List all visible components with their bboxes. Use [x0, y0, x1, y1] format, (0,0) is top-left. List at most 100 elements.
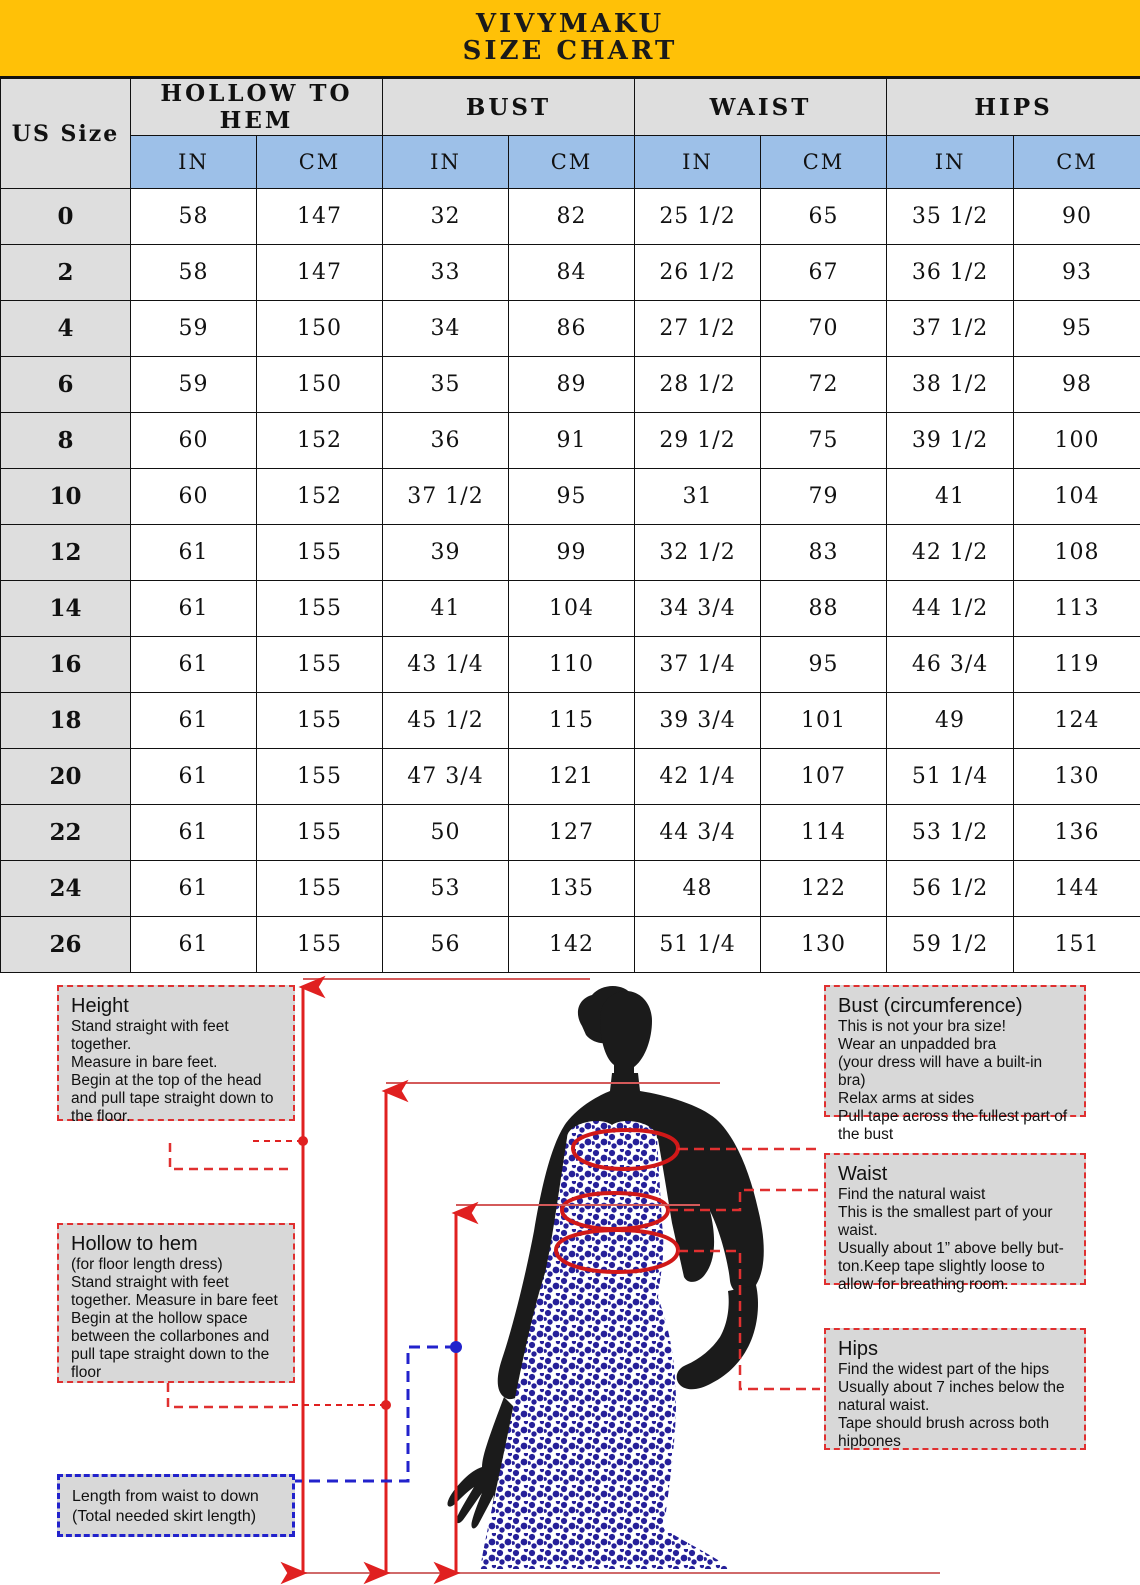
cell-measurement-5: 70	[761, 301, 887, 357]
note-body-waist: Find the natural waist This is the small…	[838, 1186, 1074, 1294]
cell-us-size: 26	[1, 917, 131, 973]
cell-measurement-0: 61	[131, 749, 257, 805]
cell-us-size: 20	[1, 749, 131, 805]
cell-measurement-2: 37 1/2	[383, 469, 509, 525]
cell-measurement-6: 42 1/2	[887, 525, 1014, 581]
note-box-hips: Hips Find the widest part of the hips Us…	[824, 1328, 1086, 1450]
cell-measurement-6: 53 1/2	[887, 805, 1014, 861]
header-unit-hollow-cm: CM	[257, 136, 383, 189]
size-chart-table: US Size HOLLOW TO HEM BUST WAIST HIPS IN…	[0, 78, 1140, 973]
cell-measurement-1: 147	[257, 189, 383, 245]
cell-measurement-2: 56	[383, 917, 509, 973]
cell-measurement-2: 36	[383, 413, 509, 469]
cell-measurement-4: 31	[635, 469, 761, 525]
cell-measurement-5: 114	[761, 805, 887, 861]
category-header-row: US Size HOLLOW TO HEM BUST WAIST HIPS	[1, 79, 1140, 136]
cell-measurement-6: 36 1/2	[887, 245, 1014, 301]
note-body-bust: This is not your bra size! Wear an unpad…	[838, 1018, 1074, 1144]
cell-us-size: 14	[1, 581, 131, 637]
note-body-height: Stand straight with feet together. Measu…	[71, 1018, 283, 1126]
cell-measurement-3: 142	[509, 917, 635, 973]
cell-measurement-5: 122	[761, 861, 887, 917]
header-unit-hips-in: IN	[887, 136, 1014, 189]
cell-measurement-7: 151	[1014, 917, 1140, 973]
header-category-hollow-to-hem: HOLLOW TO HEM	[131, 79, 383, 136]
cell-measurement-3: 91	[509, 413, 635, 469]
note-body-hollow-to-hem: (for floor length dress) Stand straight …	[71, 1256, 283, 1382]
cell-measurement-1: 147	[257, 245, 383, 301]
cell-measurement-6: 51 1/4	[887, 749, 1014, 805]
cell-measurement-4: 34 3/4	[635, 581, 761, 637]
cell-measurement-7: 100	[1014, 413, 1140, 469]
cell-measurement-0: 60	[131, 413, 257, 469]
note-body-hips: Find the widest part of the hips Usually…	[838, 1361, 1074, 1451]
cell-measurement-1: 155	[257, 693, 383, 749]
cell-measurement-3: 84	[509, 245, 635, 301]
note-box-hollow-to-hem: Hollow to hem (for floor length dress) S…	[57, 1223, 295, 1383]
cell-measurement-2: 50	[383, 805, 509, 861]
note-body-skirt-length: Length from waist to down (Total needed …	[72, 1487, 259, 1525]
cell-measurement-3: 135	[509, 861, 635, 917]
cell-measurement-7: 144	[1014, 861, 1140, 917]
cell-measurement-5: 83	[761, 525, 887, 581]
note-box-skirt-length: Length from waist to down (Total needed …	[57, 1474, 295, 1537]
header-category-waist: WAIST	[635, 79, 887, 136]
cell-measurement-1: 152	[257, 469, 383, 525]
cell-measurement-1: 152	[257, 413, 383, 469]
cell-us-size: 10	[1, 469, 131, 525]
cell-measurement-3: 82	[509, 189, 635, 245]
cell-measurement-6: 59 1/2	[887, 917, 1014, 973]
cell-measurement-2: 33	[383, 245, 509, 301]
cell-measurement-6: 38 1/2	[887, 357, 1014, 413]
cell-measurement-4: 32 1/2	[635, 525, 761, 581]
cell-measurement-0: 61	[131, 525, 257, 581]
cell-measurement-3: 99	[509, 525, 635, 581]
chart-subtitle: SIZE CHART	[463, 38, 678, 65]
cell-measurement-6: 35 1/2	[887, 189, 1014, 245]
cell-measurement-4: 27 1/2	[635, 301, 761, 357]
cell-us-size: 0	[1, 189, 131, 245]
header-unit-bust-in: IN	[383, 136, 509, 189]
cell-measurement-4: 28 1/2	[635, 357, 761, 413]
cell-measurement-6: 41	[887, 469, 1014, 525]
cell-us-size: 16	[1, 637, 131, 693]
cell-measurement-3: 104	[509, 581, 635, 637]
cell-measurement-1: 155	[257, 861, 383, 917]
cell-measurement-7: 113	[1014, 581, 1140, 637]
table-header: US Size HOLLOW TO HEM BUST WAIST HIPS IN…	[1, 79, 1140, 189]
cell-measurement-2: 53	[383, 861, 509, 917]
cell-measurement-0: 61	[131, 861, 257, 917]
cell-us-size: 6	[1, 357, 131, 413]
cell-measurement-1: 155	[257, 525, 383, 581]
measurement-diagram: Height Stand straight with feet together…	[0, 973, 1140, 1585]
cell-measurement-2: 34	[383, 301, 509, 357]
cell-measurement-6: 44 1/2	[887, 581, 1014, 637]
note-box-height: Height Stand straight with feet together…	[57, 985, 295, 1121]
cell-measurement-6: 46 3/4	[887, 637, 1014, 693]
cell-measurement-7: 130	[1014, 749, 1140, 805]
header-unit-hollow-in: IN	[131, 136, 257, 189]
cell-measurement-5: 79	[761, 469, 887, 525]
cell-measurement-0: 61	[131, 805, 257, 861]
cell-measurement-4: 37 1/4	[635, 637, 761, 693]
header-unit-waist-cm: CM	[761, 136, 887, 189]
cell-measurement-0: 61	[131, 917, 257, 973]
cell-measurement-0: 61	[131, 637, 257, 693]
cell-measurement-2: 43 1/4	[383, 637, 509, 693]
header-unit-waist-in: IN	[635, 136, 761, 189]
cell-measurement-2: 41	[383, 581, 509, 637]
cell-measurement-1: 150	[257, 301, 383, 357]
cell-measurement-0: 61	[131, 693, 257, 749]
cell-measurement-4: 44 3/4	[635, 805, 761, 861]
cell-measurement-3: 115	[509, 693, 635, 749]
cell-measurement-0: 60	[131, 469, 257, 525]
cell-measurement-4: 39 3/4	[635, 693, 761, 749]
